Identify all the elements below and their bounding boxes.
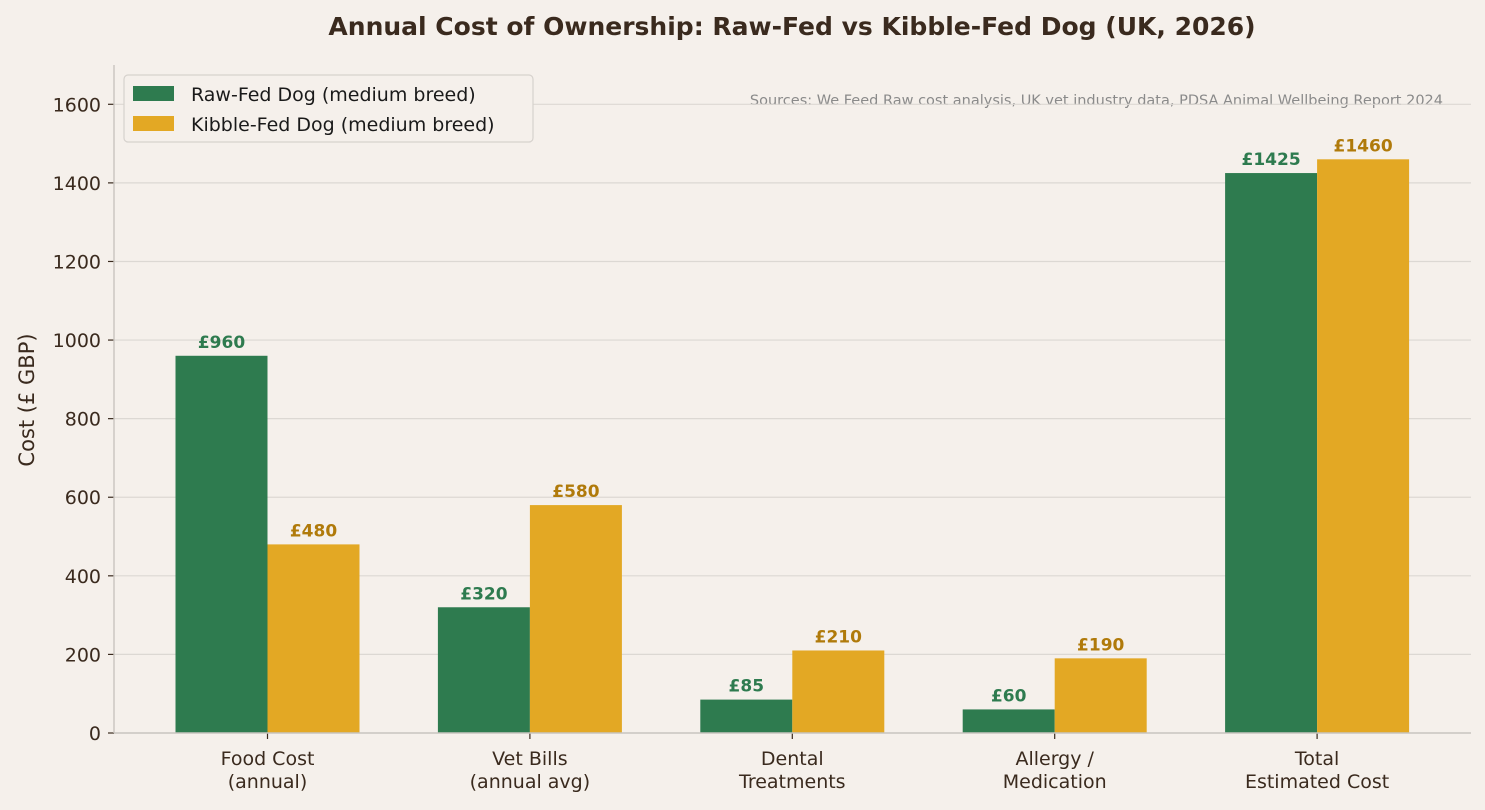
bar-raw-fed [1225,173,1318,733]
x-tick-label: Vet Bills [492,748,567,770]
legend-label: Raw-Fed Dog (medium breed) [191,84,476,106]
x-tick-label: Medication [1003,771,1107,793]
chart-title: Annual Cost of Ownership: Raw-Fed vs Kib… [328,12,1255,41]
legend-swatch [133,86,174,101]
x-tick-label: Total [1294,748,1339,770]
sources-annotation: Sources: We Feed Raw cost analysis, UK v… [750,93,1443,109]
y-axis-label: Cost (£ GBP) [15,333,39,466]
bar-value-label: £580 [552,482,599,502]
bar-kibble-fed [792,650,885,733]
x-tick-label: (annual avg) [470,771,591,793]
y-tick-label: 1200 [53,251,101,273]
bars [175,159,1410,733]
bar-value-label: £60 [991,686,1027,706]
bar-kibble-fed [1317,159,1410,733]
y-tick-label: 1000 [53,330,101,352]
bar-raw-fed [962,709,1055,733]
bar-kibble-fed [1054,658,1147,733]
bar-value-label: £320 [460,584,507,604]
bar-value-label: £1425 [1242,150,1301,170]
x-tick-label: Food Cost [221,748,315,770]
bar-value-labels: £960 £480 £320 £580 £85 £210 £60 £190 £1425 £1460 [198,136,1393,706]
bar-kibble-fed [267,544,360,733]
bar-raw-fed [700,699,793,733]
bar-value-label: £1460 [1334,136,1393,156]
bar-raw-fed [437,607,530,733]
bar-value-label: £85 [729,677,765,697]
y-tick-label: 1600 [53,94,101,116]
bar-kibble-fed [529,505,622,733]
legend-swatch [133,116,174,131]
x-tick-label: Treatments [738,771,846,793]
bar-value-label: £960 [198,333,245,353]
legend-box [123,74,534,143]
legend: Raw-Fed Dog (medium breed) Kibble-Fed Dog… [123,74,534,143]
x-tick-label: Allergy / [1015,748,1094,770]
legend-label: Kibble-Fed Dog (medium breed) [191,114,495,136]
y-tick-label: 800 [65,409,101,431]
y-tick-label: 0 [89,723,101,745]
x-tick-label: Dental [761,748,824,770]
bar-value-label: £480 [290,521,337,541]
x-tick-label: Estimated Cost [1245,771,1389,793]
x-tick-label: (annual) [228,771,308,793]
bar-value-label: £190 [1077,635,1124,655]
y-tick-label: 1400 [53,173,101,195]
y-tick-label: 200 [65,644,101,666]
y-tick-label: 600 [65,487,101,509]
y-tick-label: 400 [65,566,101,588]
bar-raw-fed [175,355,268,733]
bar-value-label: £210 [815,627,862,647]
